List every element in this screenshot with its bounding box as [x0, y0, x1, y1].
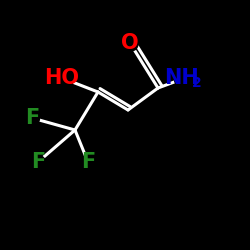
Text: HO: HO — [44, 68, 80, 88]
Text: F: F — [25, 108, 39, 128]
Text: F: F — [81, 152, 95, 172]
Text: 2: 2 — [192, 76, 202, 90]
Text: NH: NH — [164, 68, 198, 88]
Text: O: O — [121, 33, 139, 53]
Text: F: F — [31, 152, 45, 172]
